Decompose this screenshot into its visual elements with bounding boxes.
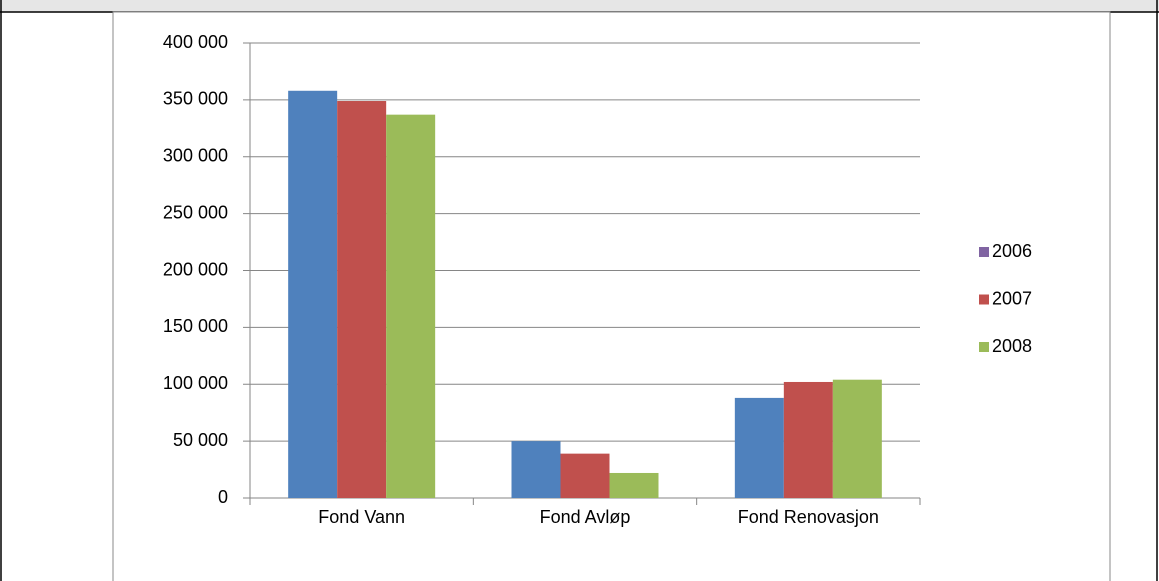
bar xyxy=(288,90,338,499)
x-tick-label: Fond Avløp xyxy=(540,507,631,527)
y-tick-label: 350 000 xyxy=(163,89,228,109)
table-header-strip xyxy=(0,0,1159,12)
y-tick-label: 50 000 xyxy=(173,430,228,450)
y-tick-label: 200 000 xyxy=(163,259,228,279)
bar xyxy=(832,379,882,498)
y-tick-label: 150 000 xyxy=(163,316,228,336)
x-tick-label: Fond Vann xyxy=(318,507,405,527)
legend-swatch xyxy=(979,294,989,305)
y-tick-label: 250 000 xyxy=(163,202,228,222)
x-tick-label: Fond Renovasjon xyxy=(738,507,879,527)
bar xyxy=(609,472,659,498)
bar xyxy=(734,397,784,498)
y-tick-label: 300 000 xyxy=(163,146,228,166)
y-tick-label: 400 000 xyxy=(163,32,228,52)
bar xyxy=(386,114,436,498)
bar xyxy=(337,101,387,498)
bar xyxy=(511,441,561,498)
legend-label: 2008 xyxy=(992,336,1032,356)
bar xyxy=(560,453,610,498)
legend-swatch xyxy=(979,342,989,352)
legend-label: 2007 xyxy=(992,288,1032,308)
y-tick-label: 0 xyxy=(218,487,228,507)
legend-swatch xyxy=(979,247,989,257)
legend-label: 2006 xyxy=(992,241,1032,261)
bar xyxy=(783,381,833,498)
y-tick-label: 100 000 xyxy=(163,373,228,393)
